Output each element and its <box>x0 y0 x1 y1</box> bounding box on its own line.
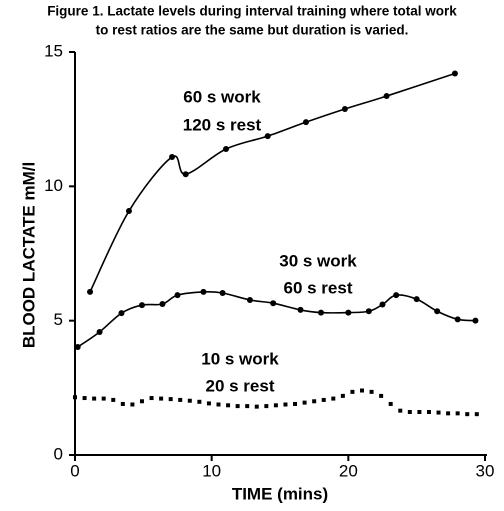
data-point <box>407 410 412 415</box>
data-point <box>283 402 288 407</box>
data-point <box>130 402 135 407</box>
data-point <box>96 328 103 335</box>
data-point <box>111 397 116 402</box>
data-point <box>245 404 250 409</box>
data-point <box>187 398 192 403</box>
x-tick-label: 20 <box>339 461 358 480</box>
data-point <box>138 302 145 309</box>
data-point <box>369 389 374 394</box>
data-point <box>169 154 176 161</box>
data-point <box>331 396 336 401</box>
data-point <box>178 397 183 402</box>
data-point <box>200 288 207 295</box>
data-point <box>454 316 461 323</box>
data-point <box>197 399 202 404</box>
data-point <box>388 401 393 406</box>
data-point <box>246 296 253 303</box>
series-line <box>89 72 456 293</box>
data-point <box>118 310 125 317</box>
data-point <box>446 411 451 416</box>
data-point <box>474 412 479 417</box>
data-point <box>350 389 355 394</box>
data-point <box>120 401 125 406</box>
data-point <box>434 308 441 315</box>
data-point <box>341 105 348 112</box>
data-point <box>149 396 154 401</box>
data-point <box>87 288 94 295</box>
data-point <box>159 301 166 308</box>
data-point <box>254 404 259 409</box>
data-point <box>264 133 271 140</box>
x-tick-label: 10 <box>202 461 221 480</box>
data-point <box>302 119 309 126</box>
data-point <box>182 171 189 178</box>
data-point <box>360 388 364 393</box>
data-point <box>125 208 132 215</box>
data-point <box>455 411 460 416</box>
data-point <box>312 399 317 404</box>
data-point <box>318 309 324 316</box>
x-tick-label: 0 <box>70 461 79 480</box>
data-point <box>139 399 144 404</box>
y-tick-label: 0 <box>54 444 63 463</box>
y-axis-label: BLOOD LACTATE mM/l <box>19 162 38 348</box>
chart-title: Figure 1. Lactate levels during interval… <box>47 4 457 19</box>
data-point <box>219 289 226 296</box>
data-point <box>426 410 431 415</box>
data-point <box>293 401 298 406</box>
data-point <box>264 404 269 409</box>
chart-title: to rest ratios are the same but duration… <box>96 23 409 38</box>
data-point <box>365 308 372 315</box>
data-point <box>82 396 87 401</box>
data-point <box>379 301 386 308</box>
data-point <box>436 410 441 415</box>
data-point <box>226 403 231 408</box>
data-point <box>472 317 479 324</box>
data-point <box>174 292 181 299</box>
data-point <box>73 395 77 400</box>
data-point <box>159 396 164 401</box>
data-point <box>74 343 81 350</box>
data-point <box>417 410 422 415</box>
data-point <box>413 296 420 303</box>
data-point <box>465 412 470 417</box>
data-point <box>398 408 403 413</box>
data-point <box>383 93 390 100</box>
data-point <box>92 396 97 401</box>
y-tick-label: 10 <box>44 176 63 195</box>
series-label: 60 s rest <box>284 278 353 297</box>
y-tick-label: 15 <box>44 41 63 60</box>
series-label: 60 s work <box>183 87 261 106</box>
data-point <box>235 404 240 409</box>
series-label: 30 s work <box>279 251 357 270</box>
data-point <box>216 402 221 407</box>
data-point <box>168 397 173 402</box>
x-axis-label: TIME (mins) <box>232 484 328 503</box>
data-point <box>451 70 458 77</box>
data-point <box>379 393 384 398</box>
data-point <box>101 396 106 401</box>
data-point <box>302 400 307 405</box>
data-point <box>273 403 278 408</box>
data-point <box>340 393 345 398</box>
data-point <box>345 309 352 316</box>
series-label: 10 s work <box>201 349 279 368</box>
x-tick-label: 30 <box>476 461 495 480</box>
series-label: 20 s rest <box>206 376 275 395</box>
data-point <box>206 401 211 406</box>
data-point <box>223 145 230 152</box>
y-tick-label: 5 <box>54 310 63 329</box>
data-point <box>297 306 304 313</box>
data-point <box>321 397 326 402</box>
data-point <box>270 300 277 307</box>
data-point <box>393 292 400 299</box>
series-label: 120 s rest <box>183 115 262 134</box>
